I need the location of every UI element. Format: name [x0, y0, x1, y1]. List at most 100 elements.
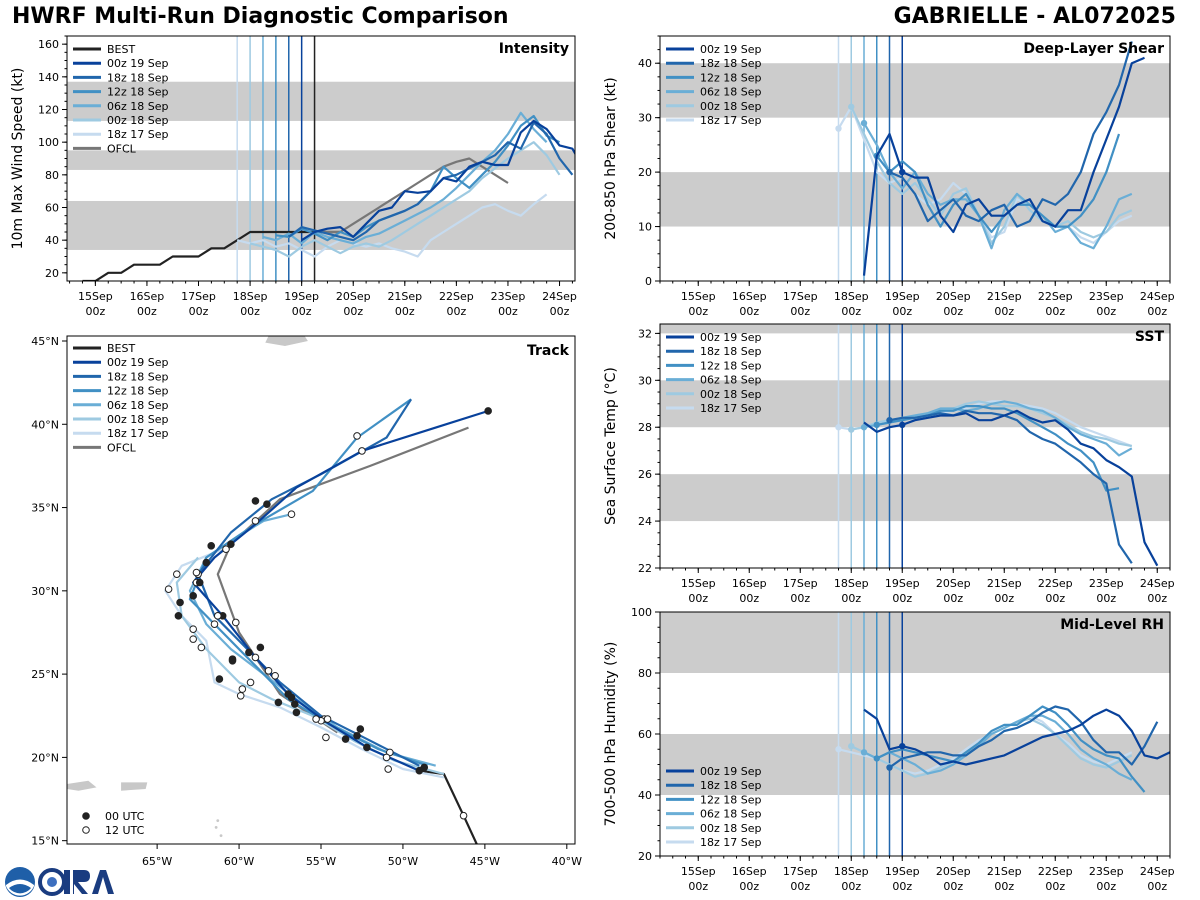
x-tick-label: 18Sep	[834, 865, 869, 878]
x-tick-label: 16Sep	[130, 290, 165, 303]
x-tick-label: 24Sep	[1140, 290, 1175, 303]
legend-label: 18z 18 Sep	[700, 779, 762, 792]
track-marker	[251, 517, 260, 525]
track-marker	[228, 656, 237, 665]
y-tick-label: 80	[638, 667, 652, 680]
plot-area	[67, 336, 492, 844]
x-tick-label: 00z	[1096, 880, 1116, 893]
plot-area	[660, 324, 1170, 568]
x-tick-label: 00z	[892, 592, 912, 605]
legend-label: 06z 18 Sep	[700, 808, 762, 821]
rh-panel: 20 40 60 80 100 15Sep 00z 16Sep 00z 17Sep 00z 18Sep…	[603, 606, 1175, 893]
land-shape	[121, 782, 148, 791]
y-tick-label: 40°N	[31, 418, 59, 431]
y-tick-label: 32	[638, 327, 652, 340]
x-tick-label: 00z	[739, 592, 759, 605]
series-line-r06z18	[863, 122, 1133, 250]
legend-label: 00z 18 Sep	[700, 388, 762, 401]
noaa-logo-icon	[5, 867, 35, 897]
y-tick-label: 26	[638, 468, 652, 481]
y-tick-label: 24	[638, 515, 652, 528]
track-marker	[271, 671, 279, 680]
legend-label: 18z 18 Sep	[107, 71, 169, 84]
legend-label: 18z 17 Sep	[700, 114, 762, 127]
legend-label: 00z 18 Sep	[700, 100, 762, 113]
init-marker	[835, 424, 842, 431]
legend-label: 00z 19 Sep	[700, 43, 762, 56]
x-tick-label: 45°W	[470, 855, 500, 868]
init-marker	[848, 426, 855, 433]
legend-label: 00z 19 Sep	[700, 765, 762, 778]
track-marker	[459, 811, 468, 820]
x-tick-label: 20Sep	[336, 290, 371, 303]
y-tick-label: 30	[638, 112, 652, 125]
legend-label: 12z 18 Sep	[107, 86, 169, 99]
plot-area	[660, 612, 1170, 856]
plot-area	[67, 36, 575, 281]
x-tick-label: 17Sep	[783, 290, 818, 303]
x-tick-label: 20Sep	[936, 865, 971, 878]
x-tick-label: 21Sep	[987, 577, 1022, 590]
x-tick-label: 00z	[498, 305, 518, 318]
x-tick-label: 00z	[688, 880, 708, 893]
track-marker	[382, 753, 391, 762]
track-marker	[164, 585, 173, 593]
track-marker	[353, 432, 361, 440]
track-marker	[192, 568, 201, 577]
legend-label: 18z 17 Sep	[700, 402, 762, 415]
track-marker	[213, 612, 222, 620]
series-line-r00z19	[301, 119, 575, 242]
x-tick-label: 00z	[994, 880, 1014, 893]
y-tick-label: 20	[638, 850, 652, 863]
x-tick-label: 00z	[892, 305, 912, 318]
track-marker	[236, 691, 245, 700]
y-tick-label: 80	[45, 169, 59, 182]
track-marker	[292, 708, 301, 717]
legend-label: 00z 18 Sep	[107, 114, 169, 127]
series-line-r00z19	[863, 409, 1159, 567]
x-tick-label: 00z	[943, 592, 963, 605]
legend-label: 18z 18 Sep	[107, 370, 169, 383]
track-marker	[222, 545, 230, 553]
x-tick-label: 40°W	[552, 855, 582, 868]
legend-label: 06z 18 Sep	[107, 399, 169, 412]
y-tick-label: 40	[638, 57, 652, 70]
island-shape	[219, 834, 223, 838]
x-tick-label: 00z	[841, 592, 861, 605]
series-line-r06z18	[863, 714, 1133, 781]
legend-label: 06z 18 Sep	[700, 374, 762, 387]
x-tick-label: 00z	[395, 305, 415, 318]
x-tick-label: 00z	[1147, 592, 1167, 605]
x-tick-label: 00z	[943, 305, 963, 318]
track-marker	[363, 743, 371, 752]
x-tick-label: 00z	[688, 592, 708, 605]
x-tick-label: 23Sep	[1089, 577, 1124, 590]
x-tick-label: 19Sep	[885, 290, 920, 303]
y-tick-label: 160	[38, 38, 59, 51]
x-tick-label: 19Sep	[885, 577, 920, 590]
track-marker	[197, 643, 206, 652]
x-tick-label: 23Sep	[1089, 865, 1124, 878]
x-tick-label: 00z	[85, 305, 105, 318]
y-tick-label: 140	[38, 71, 59, 84]
x-tick-label: 20Sep	[936, 577, 971, 590]
x-tick-label: 16Sep	[732, 290, 767, 303]
series-line-ofcl	[314, 157, 509, 234]
marker-legend-label: 12 UTC	[105, 824, 145, 837]
x-tick-label: 00z	[841, 880, 861, 893]
x-tick-label: 00z	[688, 305, 708, 318]
legend-label: OFCL	[107, 441, 137, 454]
y-tick-label: 100	[631, 606, 652, 619]
legend-label: BEST	[107, 43, 135, 56]
y-tick-label: 30	[638, 374, 652, 387]
legend-label: 12z 18 Sep	[107, 385, 169, 398]
legend-label: BEST	[107, 342, 135, 355]
track-marker	[202, 558, 211, 567]
track-marker	[231, 618, 240, 627]
y-tick-label: 20	[45, 267, 59, 280]
track-marker	[256, 643, 265, 652]
track-marker	[227, 540, 235, 548]
y-axis-label: 700-500 hPa Humidity (%)	[603, 642, 619, 827]
x-tick-label: 17Sep	[783, 577, 818, 590]
track-marker	[312, 715, 320, 723]
